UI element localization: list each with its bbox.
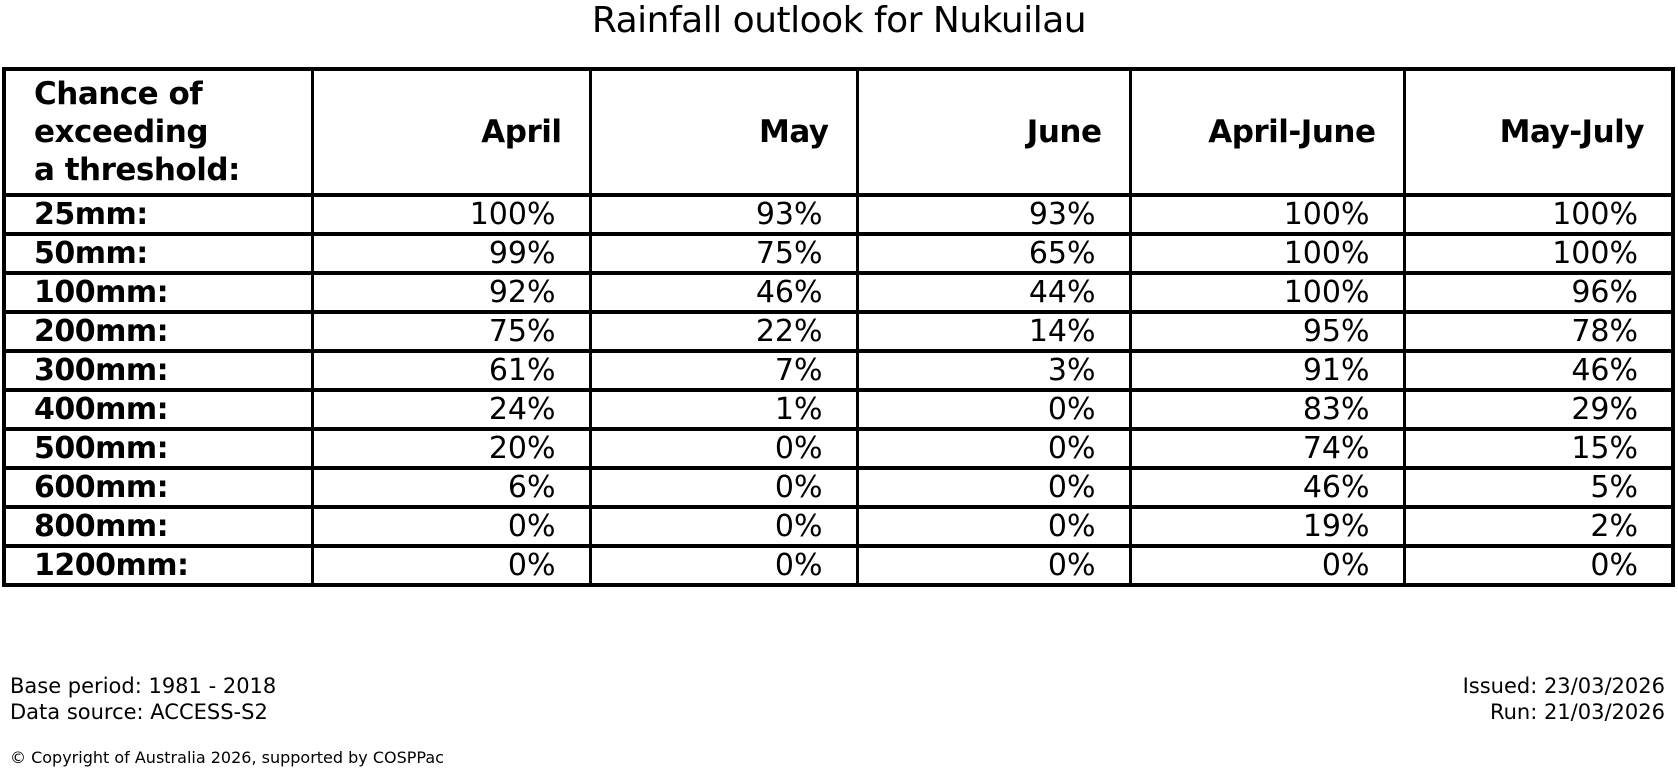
table-cell: 65% xyxy=(855,232,1132,275)
table-cell: 100% xyxy=(1402,193,1675,236)
data-source-text: Data source: ACCESS-S2 xyxy=(10,700,268,724)
table-cell: 95% xyxy=(1128,310,1406,353)
table-row: 400mm: 24% 1% 0% 83% 29% xyxy=(2,388,1675,431)
footer-right: Issued: 23/03/2026 Run: 21/03/2026 xyxy=(1463,673,1665,725)
table-cell: 46% xyxy=(588,271,859,314)
table-cell: 0% xyxy=(588,427,859,470)
table-cell: 99% xyxy=(310,232,592,275)
table-cell: 93% xyxy=(855,193,1132,236)
table-cell: 0% xyxy=(1128,544,1406,587)
table-cell: 44% xyxy=(855,271,1132,314)
table-row: 200mm: 75% 22% 14% 95% 78% xyxy=(2,310,1675,353)
row-label: 600mm: xyxy=(2,466,314,509)
table-cell: 0% xyxy=(855,388,1132,431)
row-label: 1200mm: xyxy=(2,544,314,587)
page-title: Rainfall outlook for Nukuilau xyxy=(591,0,1087,41)
table-cell: 61% xyxy=(310,349,592,392)
table-cell: 46% xyxy=(1128,466,1406,509)
table-cell: 100% xyxy=(1128,232,1406,275)
row-label: 300mm: xyxy=(2,349,314,392)
table-cell: 7% xyxy=(588,349,859,392)
table-cell: 0% xyxy=(310,544,592,587)
column-header-june: June xyxy=(855,67,1132,197)
table-cell: 75% xyxy=(588,232,859,275)
row-label: 200mm: xyxy=(2,310,314,353)
copyright-text: © Copyright of Australia 2026, supported… xyxy=(10,748,444,767)
row-label: 50mm: xyxy=(2,232,314,275)
table-cell: 29% xyxy=(1402,388,1675,431)
row-label: 100mm: xyxy=(2,271,314,314)
table-cell: 14% xyxy=(855,310,1132,353)
table-cell: 75% xyxy=(310,310,592,353)
table-row: 300mm: 61% 7% 3% 91% 46% xyxy=(2,349,1675,392)
table-cell: 0% xyxy=(855,427,1132,470)
table-row: 600mm: 6% 0% 0% 46% 5% xyxy=(2,466,1675,509)
column-header-may-july: May-July xyxy=(1402,67,1675,197)
row-label: 25mm: xyxy=(2,193,314,236)
header-row: Chance of exceeding a threshold: April M… xyxy=(2,67,1675,197)
column-header-april: April xyxy=(310,67,592,197)
table-cell: 83% xyxy=(1128,388,1406,431)
issued-date-text: Issued: 23/03/2026 xyxy=(1462,674,1665,698)
table-cell: 3% xyxy=(855,349,1132,392)
rainfall-outlook-table: Chance of exceeding a threshold: April M… xyxy=(2,67,1675,587)
table-cell: 20% xyxy=(310,427,592,470)
column-header-april-june: April-June xyxy=(1128,67,1406,197)
table-cell: 19% xyxy=(1128,505,1406,548)
row-label: 500mm: xyxy=(2,427,314,470)
table-cell: 46% xyxy=(1402,349,1675,392)
table-cell: 74% xyxy=(1128,427,1406,470)
table-cell: 100% xyxy=(1128,271,1406,314)
base-period-text: Base period: 1981 - 2018 xyxy=(10,674,277,698)
table-row: 500mm: 20% 0% 0% 74% 15% xyxy=(2,427,1675,470)
table-cell: 100% xyxy=(1402,232,1675,275)
table-cell: 0% xyxy=(855,505,1132,548)
table-cell: 0% xyxy=(855,544,1132,587)
table-cell: 0% xyxy=(855,466,1132,509)
table-cell: 5% xyxy=(1402,466,1675,509)
footer-left: Base period: 1981 - 2018 Data source: AC… xyxy=(10,673,276,725)
table-cell: 24% xyxy=(310,388,592,431)
table-row: 800mm: 0% 0% 0% 19% 2% xyxy=(2,505,1675,548)
table-cell: 78% xyxy=(1402,310,1675,353)
table-cell: 15% xyxy=(1402,427,1675,470)
table-cell: 91% xyxy=(1128,349,1406,392)
table-cell: 0% xyxy=(588,544,859,587)
table-cell: 100% xyxy=(310,193,592,236)
table-cell: 100% xyxy=(1128,193,1406,236)
row-label: 400mm: xyxy=(2,388,314,431)
table-row: 50mm: 99% 75% 65% 100% 100% xyxy=(2,232,1675,275)
table-cell: 0% xyxy=(588,505,859,548)
table-cell: 0% xyxy=(1402,544,1675,587)
table-cell: 22% xyxy=(588,310,859,353)
table-row: 100mm: 92% 46% 44% 100% 96% xyxy=(2,271,1675,314)
table-cell: 6% xyxy=(310,466,592,509)
table-cell: 0% xyxy=(310,505,592,548)
table-row: 25mm: 100% 93% 93% 100% 100% xyxy=(2,193,1675,236)
row-header-label: Chance of exceeding a threshold: xyxy=(2,67,314,197)
column-header-may: May xyxy=(588,67,859,197)
row-label: 800mm: xyxy=(2,505,314,548)
table-cell: 96% xyxy=(1402,271,1675,314)
table-cell: 1% xyxy=(588,388,859,431)
table-cell: 0% xyxy=(588,466,859,509)
run-date-text: Run: 21/03/2026 xyxy=(1489,700,1665,724)
table-cell: 2% xyxy=(1402,505,1675,548)
table-cell: 92% xyxy=(310,271,592,314)
table-row: 1200mm: 0% 0% 0% 0% 0% xyxy=(2,544,1675,587)
table-cell: 93% xyxy=(588,193,859,236)
